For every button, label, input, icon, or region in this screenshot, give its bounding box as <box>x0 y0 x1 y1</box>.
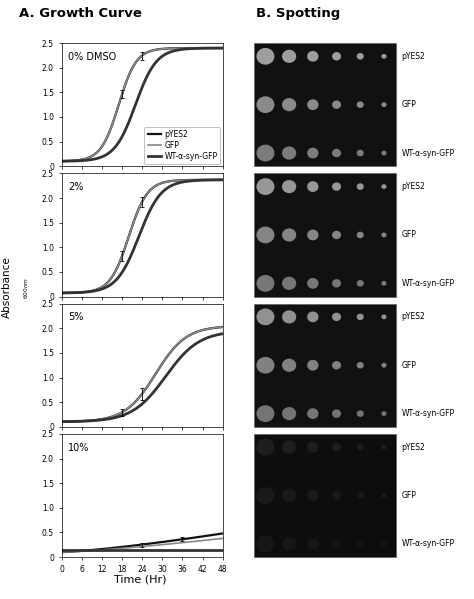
Text: pYES2: pYES2 <box>401 52 425 61</box>
Text: pYES2: pYES2 <box>401 312 425 322</box>
Text: 5%: 5% <box>68 312 83 322</box>
Text: GFP: GFP <box>401 100 416 109</box>
Text: WT-α-syn-GFP: WT-α-syn-GFP <box>401 149 455 158</box>
Text: WT-α-syn-GFP: WT-α-syn-GFP <box>401 539 455 549</box>
Text: pYES2: pYES2 <box>401 182 425 191</box>
Text: B. Spotting: B. Spotting <box>256 7 340 20</box>
Text: 10%: 10% <box>68 443 90 453</box>
Text: WT-α-syn-GFP: WT-α-syn-GFP <box>401 409 455 418</box>
Legend: pYES2, GFP, WT-α-syn-GFP: pYES2, GFP, WT-α-syn-GFP <box>145 127 220 164</box>
Text: GFP: GFP <box>401 361 416 370</box>
Text: pYES2: pYES2 <box>401 443 425 452</box>
Text: $_{600nm}$: $_{600nm}$ <box>22 276 30 299</box>
Text: 0% DMSO: 0% DMSO <box>68 52 116 62</box>
Text: Time (Hr): Time (Hr) <box>114 575 166 585</box>
Text: A. Growth Curve: A. Growth Curve <box>19 7 142 20</box>
Text: WT-α-syn-GFP: WT-α-syn-GFP <box>401 279 455 288</box>
Text: Absorbance: Absorbance <box>2 256 12 319</box>
Text: GFP: GFP <box>401 491 416 500</box>
Text: 2%: 2% <box>68 182 83 192</box>
Text: GFP: GFP <box>401 231 416 240</box>
